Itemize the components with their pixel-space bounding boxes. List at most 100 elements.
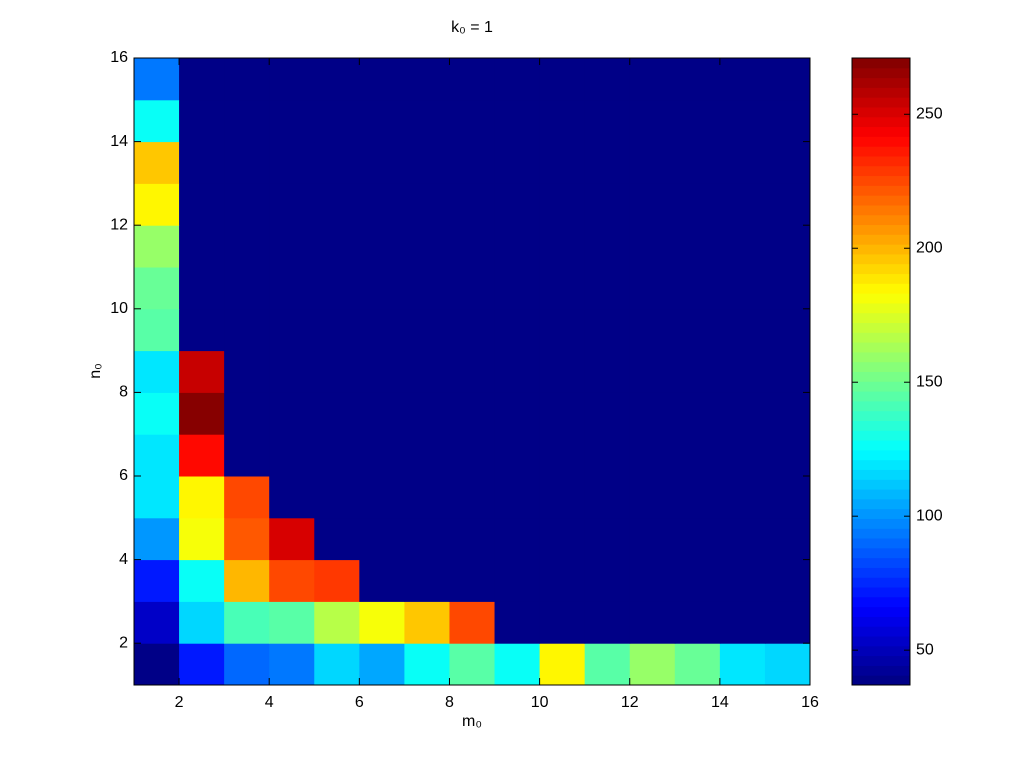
colorbar-swatch: [852, 322, 910, 333]
heatmap-cell: [764, 225, 811, 268]
heatmap-cell: [314, 183, 360, 226]
x-axis-label: m₀: [462, 713, 482, 730]
colorbar-swatch: [852, 136, 910, 147]
heatmap-cell: [179, 559, 225, 602]
heatmap-cell: [494, 517, 541, 561]
heatmap-cell: [404, 350, 450, 393]
heatmap-cell: [764, 99, 811, 143]
heatmap-cell: [314, 476, 360, 519]
heatmap-cell: [449, 183, 496, 226]
heatmap-cell: [584, 183, 631, 226]
colorbar-swatch: [852, 165, 910, 177]
heatmap-cell: [674, 476, 721, 519]
colorbar-swatch: [852, 126, 910, 137]
heatmap-cell: [359, 99, 405, 143]
y-tick-label: 12: [110, 216, 128, 233]
colorbar-swatch: [852, 508, 910, 519]
heatmap-cell: [359, 350, 405, 393]
heatmap-cell: [224, 267, 270, 310]
heatmap-cell: [719, 434, 766, 477]
colorbar-swatch: [852, 155, 910, 167]
heatmap-cell: [539, 476, 586, 519]
heatmap-cell: [674, 308, 721, 352]
heatmap-cell: [224, 476, 270, 519]
heatmap-cell: [224, 601, 270, 644]
heatmap-cell: [179, 99, 225, 143]
heatmap-cell: [539, 267, 586, 310]
heatmap-cell: [539, 392, 586, 435]
colorbar-swatch: [852, 440, 910, 451]
colorbar-swatch: [852, 420, 910, 431]
heatmap-cell: [134, 141, 180, 184]
heatmap-cell: [314, 267, 360, 310]
heatmap-cell: [449, 643, 496, 686]
y-tick-label: 8: [119, 384, 128, 401]
heatmap-cell: [494, 434, 541, 477]
colorbar-swatch: [852, 342, 910, 353]
heatmap-cell: [629, 183, 676, 226]
heatmap-cell: [134, 643, 180, 686]
heatmap-cell: [404, 58, 450, 101]
heatmap-cell: [494, 559, 541, 602]
heatmap-cell: [584, 517, 631, 561]
colorbar-swatch: [852, 391, 910, 402]
plot-frame: [133, 57, 811, 686]
heatmap-cell: [719, 350, 766, 393]
heatmap-cell: [314, 392, 360, 435]
heatmap-cell: [764, 559, 811, 602]
heatmap-cell: [539, 517, 586, 561]
x-tick-label: 8: [445, 694, 454, 711]
heatmap-cell: [134, 476, 180, 519]
heatmap-cell: [269, 434, 315, 477]
y-tick-label: 4: [119, 551, 128, 568]
colorbar-swatch: [852, 332, 910, 343]
x-tick-label: 6: [355, 694, 364, 711]
heatmap-cell: [404, 392, 450, 435]
heatmap-cell: [359, 392, 405, 435]
heatmap-cell: [179, 308, 225, 352]
heatmap-cell: [629, 601, 676, 644]
heatmap-cell: [764, 183, 811, 226]
colorbar-swatch: [852, 175, 910, 186]
heatmap-cell: [629, 643, 676, 686]
heatmap-cell: [449, 392, 496, 435]
heatmap-cell: [674, 99, 721, 143]
x-tick-label: 12: [621, 694, 639, 711]
heatmap-cell: [584, 559, 631, 602]
heatmap-cell: [629, 308, 676, 352]
heatmap-cell: [269, 601, 315, 644]
heatmap-cell: [134, 350, 180, 393]
colorbar-swatch: [852, 244, 910, 255]
heatmap-cell: [224, 350, 270, 393]
heatmap-cell: [764, 601, 811, 644]
colorbar-swatch: [852, 577, 910, 588]
heatmap-cell: [179, 225, 225, 268]
heatmap-cell: [719, 183, 766, 226]
heatmap-cell: [134, 392, 180, 435]
heatmap-cell: [719, 308, 766, 352]
heatmap-cell: [494, 643, 541, 686]
x-tick-label: 10: [531, 694, 549, 711]
heatmap-cell: [584, 643, 631, 686]
colorbar-swatch: [852, 253, 910, 265]
colorbar-swatch: [852, 146, 910, 157]
heatmap-cell: [359, 559, 405, 602]
heatmap-cell: [494, 601, 541, 644]
colorbar-swatch: [852, 263, 910, 275]
heatmap-cell: [719, 601, 766, 644]
heatmap-cell: [179, 392, 225, 435]
heatmap-cell: [179, 643, 225, 686]
heatmap-cell: [539, 183, 586, 226]
heatmap-cell: [764, 350, 811, 393]
x-tick-label: 16: [801, 694, 819, 711]
heatmap-cell: [674, 434, 721, 477]
colorbar-swatch: [852, 381, 910, 392]
colorbar-swatch: [852, 538, 910, 549]
heatmap-cell: [269, 476, 315, 519]
heatmap-cell: [224, 559, 270, 602]
colorbar-swatch: [852, 587, 910, 598]
heatmap-cell: [719, 559, 766, 602]
heatmap-cell: [494, 58, 541, 101]
heatmap-cell: [539, 58, 586, 101]
heatmap-cell: [764, 434, 811, 477]
